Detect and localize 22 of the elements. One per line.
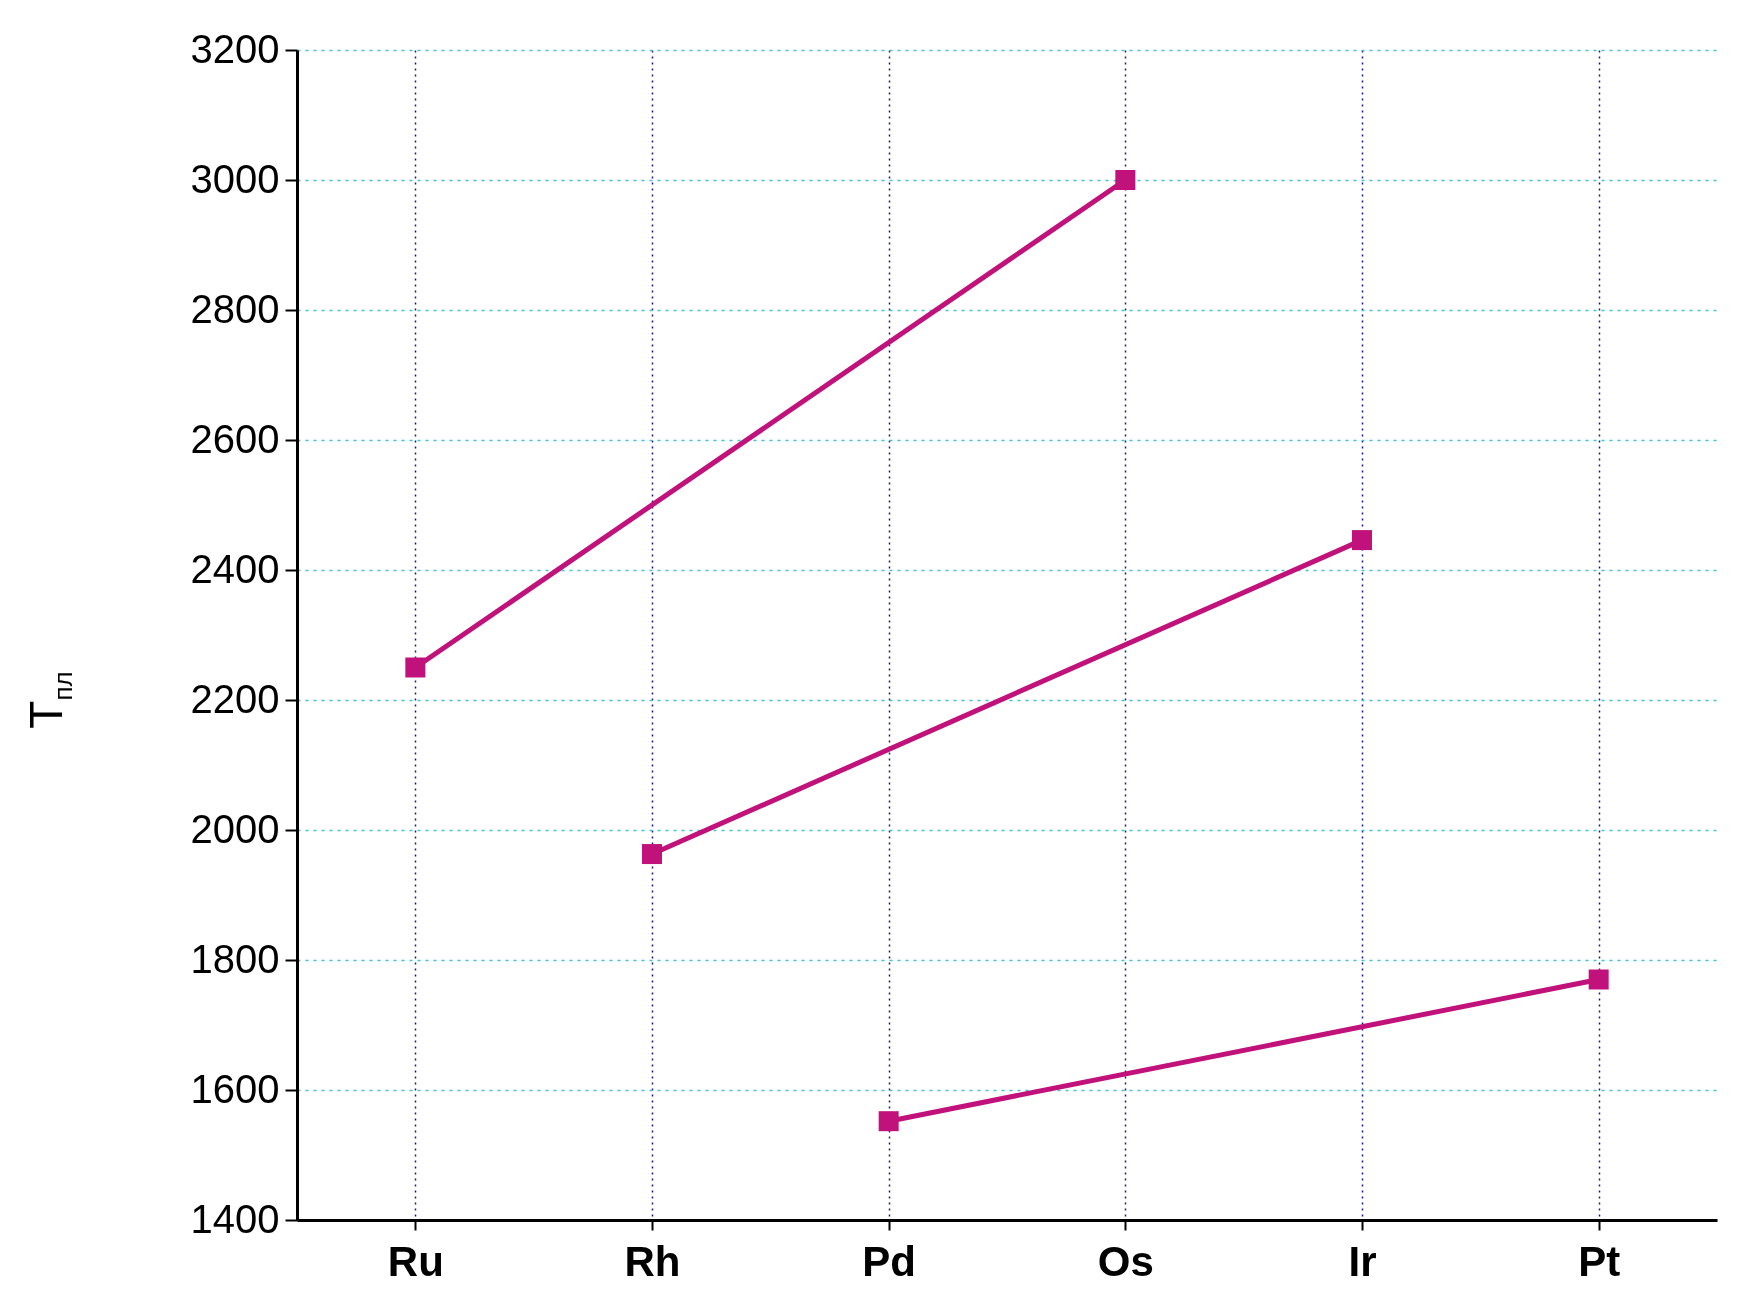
y-tick-label: 1800 (190, 936, 280, 981)
point (878, 1111, 899, 1132)
x-tick-label: Os (1097, 1237, 1154, 1285)
x-tick-label: Pt (1578, 1237, 1621, 1285)
point (1115, 170, 1136, 190)
y-tick-label: 3000 (190, 156, 280, 201)
y-tick-label: 1600 (190, 1066, 280, 1111)
y-tick-label: 2000 (190, 806, 280, 851)
point (1588, 969, 1609, 990)
y-tick-label: 2800 (190, 286, 280, 331)
x-tick-label: Ru (387, 1237, 444, 1285)
y-tick-label: 2400 (190, 546, 280, 591)
x-tick-label: Rh (624, 1237, 681, 1285)
y-tick-label: 1400 (190, 1196, 280, 1241)
point (1352, 530, 1372, 551)
x-tick-label: Ir (1348, 1237, 1377, 1285)
point (405, 657, 426, 678)
y-tick-label: 2200 (190, 676, 280, 721)
y-tick-label: 2600 (190, 416, 280, 461)
x-tick-label: Pd (862, 1237, 916, 1285)
y-tick-label: 3200 (190, 26, 280, 71)
point (642, 844, 662, 865)
